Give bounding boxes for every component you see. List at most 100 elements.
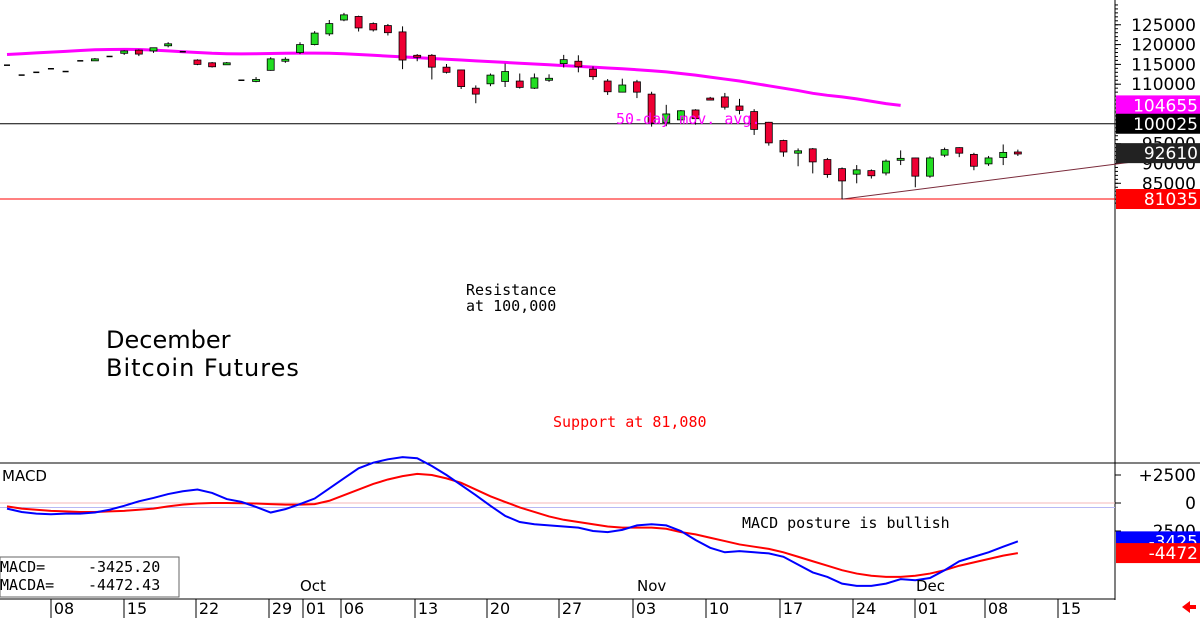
macd-tick-label: 0	[1185, 494, 1196, 514]
date-tick-label: 22	[199, 599, 219, 618]
candle	[252, 77, 260, 83]
macd-signal-line	[6, 472, 1019, 578]
candle-body	[457, 69, 466, 87]
candle-body	[193, 59, 202, 65]
candle-body	[808, 148, 817, 163]
candle-body	[618, 84, 627, 93]
candle-body	[882, 160, 890, 174]
support-annotation: Support at 81,080	[553, 413, 707, 431]
date-tick-label: 15	[127, 599, 147, 618]
candle-body	[296, 44, 304, 53]
candle-body	[589, 68, 597, 78]
candle-body	[750, 111, 759, 130]
price-tick-label: 125000	[1131, 16, 1196, 36]
candle-body	[647, 93, 656, 124]
candle	[208, 62, 217, 68]
support-trendline	[841, 157, 1165, 200]
candle	[91, 58, 99, 62]
candle	[120, 50, 129, 55]
candle-body	[867, 170, 876, 177]
price-tick-label: 120000	[1131, 36, 1196, 56]
candle-body	[677, 110, 685, 121]
price-badge: 104655	[1116, 95, 1200, 116]
candle	[413, 54, 422, 62]
candle	[618, 78, 627, 93]
macd-badges: -3425-4472	[1116, 531, 1200, 564]
candle	[911, 157, 920, 188]
candle	[149, 47, 158, 53]
candle	[764, 121, 773, 146]
candle	[515, 73, 524, 89]
date-tick-label: 24	[856, 599, 876, 618]
candle-body	[735, 105, 744, 111]
candle	[325, 20, 334, 36]
candle	[310, 31, 319, 46]
candle	[808, 148, 817, 174]
month-label-oct: Oct	[300, 577, 326, 595]
candle-body	[486, 74, 495, 85]
macd-annotation: MACD posture is bullish	[742, 514, 950, 532]
macd-badge-label: -4472	[1149, 544, 1198, 564]
candle-body	[574, 60, 583, 68]
candle	[603, 79, 612, 95]
price-badge-background	[1116, 189, 1200, 210]
price-badge-label: 92610	[1144, 144, 1198, 164]
candle	[955, 147, 964, 158]
candle-body	[427, 54, 436, 68]
candle-body	[120, 50, 129, 54]
candle	[647, 91, 656, 127]
price-badge: 92610	[1116, 143, 1200, 164]
price-tick-label: 115000	[1131, 55, 1196, 75]
date-tick-label: 08	[988, 599, 1008, 618]
candle	[926, 156, 934, 178]
price-badge-label: 81035	[1144, 190, 1198, 210]
candle	[750, 109, 759, 135]
candle-body	[764, 121, 773, 144]
candle	[471, 85, 480, 104]
candle-body	[706, 97, 715, 101]
candle	[442, 64, 451, 74]
candle-body	[999, 151, 1008, 158]
date-tick-label: 08	[54, 599, 74, 618]
date-axis-group: 08 15 22 29 01 06 13 20 27 03 10 17 24 01 08 15	[50, 599, 1081, 618]
candle-body	[208, 62, 217, 68]
date-tick-label: 06	[344, 599, 364, 618]
candle	[530, 73, 539, 89]
candle	[896, 150, 905, 166]
candle-body	[984, 157, 993, 165]
candle-body	[603, 80, 612, 93]
candle-body	[471, 87, 480, 95]
candle	[867, 169, 876, 179]
macd-readout-box	[0, 556, 180, 598]
candle	[779, 139, 788, 157]
candle	[427, 54, 436, 80]
date-tick-label: 01	[918, 599, 938, 618]
moving-average-annotation: 50-day mov. avg.	[616, 110, 761, 128]
candle	[589, 66, 597, 80]
date-tick-label: 20	[490, 599, 510, 618]
date-tick-label: 15	[1061, 599, 1081, 618]
candle-body	[398, 31, 407, 61]
date-tick-label: 13	[418, 599, 438, 618]
candle	[794, 148, 802, 167]
candle	[281, 57, 290, 63]
candle	[457, 69, 466, 89]
resistance-annotation-line-1: Resistance	[466, 281, 556, 299]
candle-body	[252, 79, 260, 82]
candle	[193, 59, 202, 66]
candle	[662, 104, 671, 127]
scroll-right-arrow-icon[interactable]	[1182, 601, 1196, 613]
month-label-nov: Nov	[637, 577, 666, 595]
date-tick-label: 01	[306, 599, 326, 618]
price-badge-label: 104655	[1133, 96, 1198, 116]
candle	[222, 62, 231, 66]
date-tick-label: 29	[272, 599, 292, 618]
candle	[735, 98, 744, 115]
candle	[940, 147, 949, 158]
candle-body	[501, 71, 510, 82]
candle-body	[720, 96, 729, 108]
chart-title-line-1: December	[106, 326, 231, 354]
candle	[882, 159, 890, 176]
